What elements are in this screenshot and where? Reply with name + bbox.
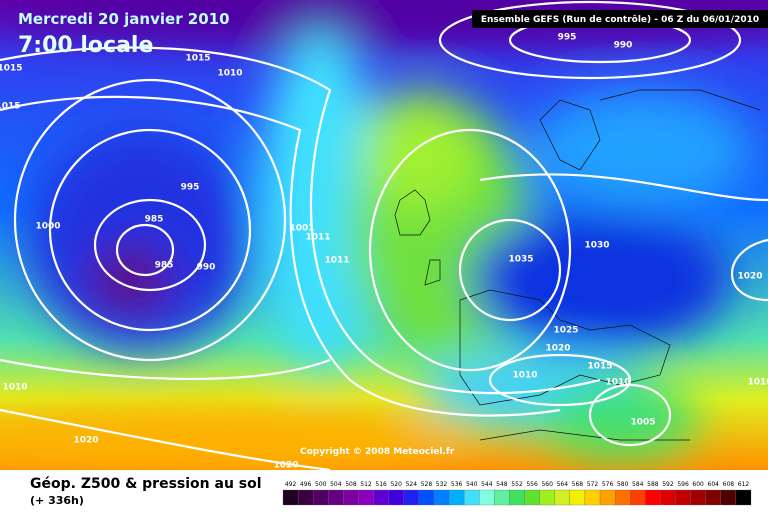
- scale-label: 548: [496, 481, 508, 488]
- map-field: [0, 0, 768, 470]
- scale-label: 556: [526, 481, 538, 488]
- scale-swatch: [735, 489, 752, 506]
- scale-label: 576: [602, 481, 614, 488]
- scale-label: 580: [617, 481, 629, 488]
- isobar-label: 1001: [289, 224, 314, 234]
- scale-label: 552: [511, 481, 523, 488]
- scale-swatch: [660, 489, 676, 506]
- scale-swatch: [373, 489, 389, 506]
- scale-label: 532: [436, 481, 448, 488]
- isobar-label: 990: [197, 263, 216, 273]
- scale-label: 504: [330, 481, 342, 488]
- scale-swatch: [343, 489, 359, 506]
- isobars: [0, 0, 768, 470]
- scale-swatch: [464, 489, 480, 506]
- isobar-label: 1020: [73, 436, 98, 446]
- scale-label: 512: [360, 481, 372, 488]
- isobar-label: 985: [155, 261, 174, 271]
- scale-label: 496: [300, 481, 312, 488]
- run-box: [472, 10, 768, 28]
- isobar-label: 1035: [508, 255, 533, 265]
- legend-subtitle: (+ 336h): [30, 494, 84, 507]
- scale-swatch: [328, 489, 344, 506]
- scale-swatch: [433, 489, 450, 506]
- isobar-label: 1000: [35, 222, 60, 232]
- isobar-label: 1020: [737, 272, 762, 282]
- scale-swatch: [554, 489, 570, 506]
- scale-label: 516: [375, 481, 387, 488]
- scale-swatch: [358, 489, 374, 506]
- isobar-label: 1015: [587, 362, 612, 372]
- isobar-label: 1011: [305, 233, 330, 243]
- scale-label: 544: [481, 481, 493, 488]
- scale-label: 564: [557, 481, 569, 488]
- legend-title: Géop. Z500 & pression au sol: [30, 476, 262, 492]
- scale-swatch: [297, 489, 314, 506]
- run-info: Ensemble GEFS (Run de contrôle) - 06 Z d…: [481, 14, 759, 25]
- scale-swatch: [479, 489, 495, 506]
- scale-label: 500: [315, 481, 327, 488]
- scale-swatch: [599, 489, 616, 506]
- scale-label: 508: [345, 481, 357, 488]
- scale-label: 600: [692, 481, 704, 488]
- scale-label: 560: [541, 481, 553, 488]
- scale-label: 596: [677, 481, 689, 488]
- scale-label: 572: [587, 481, 599, 488]
- scale-swatch: [524, 489, 540, 506]
- scale-swatch: [403, 489, 420, 506]
- scale-swatch: [282, 489, 299, 506]
- scale-swatch: [569, 489, 586, 506]
- scale-swatch: [509, 489, 525, 506]
- scale-label: 584: [632, 481, 644, 488]
- isobar-label: 1010: [512, 371, 537, 381]
- scale-label: 524: [406, 481, 418, 488]
- scale-label: 520: [390, 481, 402, 488]
- scale-swatch: [494, 489, 510, 506]
- isobar-label: 1010: [747, 378, 768, 388]
- isobar-label: 1015: [185, 54, 210, 64]
- scale-label: 536: [451, 481, 463, 488]
- scale-swatch: [448, 489, 465, 506]
- isobar-label: 1005: [630, 418, 655, 428]
- scale-swatch: [630, 489, 646, 506]
- scale-label: 608: [723, 481, 735, 488]
- scale-label: 592: [662, 481, 674, 488]
- isobar-label: 1010: [2, 383, 27, 393]
- scale-swatch: [584, 489, 601, 506]
- scale-swatch: [388, 489, 404, 506]
- isobar-label: 1020: [273, 461, 298, 471]
- scale-label: 604: [708, 481, 720, 488]
- isobar-label: 990: [614, 41, 633, 51]
- isobar-label: 1030: [584, 241, 609, 251]
- scale-swatch: [418, 489, 435, 506]
- scale-swatch: [645, 489, 661, 506]
- scale-swatch: [614, 489, 631, 506]
- scale-label: 540: [466, 481, 478, 488]
- copyright: Copyright © 2008 Meteociel.fr: [300, 447, 455, 457]
- isobar-label: 1020: [545, 344, 570, 354]
- scale-swatch: [313, 489, 329, 506]
- isobar-label: 985: [145, 215, 164, 225]
- isobar-label: 1010: [605, 378, 630, 388]
- scale-label: 588: [647, 481, 659, 488]
- isobar-label: 1011: [324, 256, 349, 266]
- isobar-label: 995: [558, 33, 577, 43]
- scale-swatch: [539, 489, 555, 506]
- date: Mercredi 20 janvier 2010: [18, 10, 230, 28]
- isobar-label: 995: [181, 183, 200, 193]
- isobar-label: 1025: [553, 326, 578, 336]
- scale-swatch: [720, 489, 737, 506]
- scale-swatch: [705, 489, 721, 506]
- scale-swatch: [675, 489, 691, 506]
- time: 7:00 locale: [18, 33, 153, 58]
- isobar-label: 1010: [217, 69, 242, 79]
- scale-label: 492: [285, 481, 297, 488]
- isobar-label: 1015: [0, 102, 21, 112]
- isobar-label: 1015: [0, 64, 23, 74]
- scale-label: 528: [421, 481, 433, 488]
- scale-label: 612: [738, 481, 750, 488]
- scale-label: 568: [572, 481, 584, 488]
- scale-swatch: [690, 489, 706, 506]
